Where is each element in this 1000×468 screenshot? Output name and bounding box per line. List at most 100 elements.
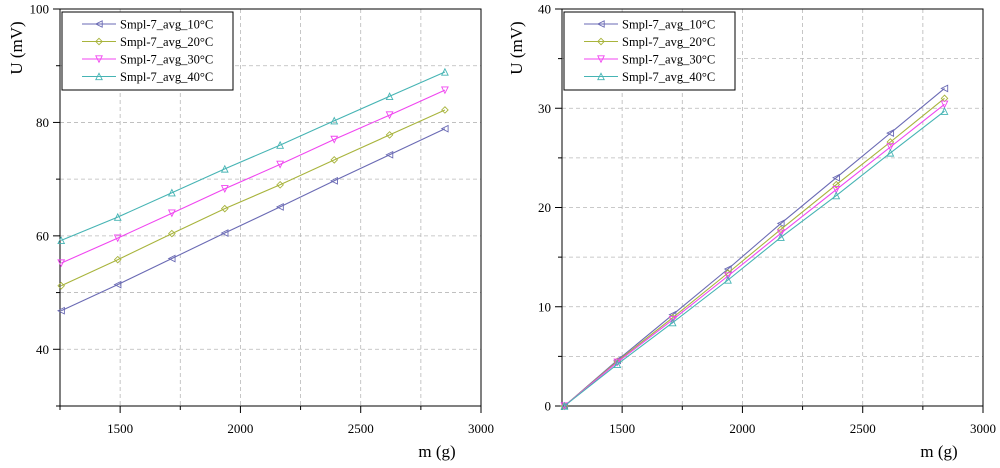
data-point	[832, 191, 841, 200]
data-point	[440, 86, 449, 95]
data-point	[776, 229, 785, 238]
legend-marker	[597, 72, 605, 81]
x-axis: 1500 2000 2500 3000	[561, 406, 996, 436]
data-point	[220, 204, 229, 213]
data-point	[723, 265, 732, 273]
x-axis-title: m (g)	[418, 442, 455, 461]
data-point	[832, 173, 840, 182]
data-point	[113, 212, 122, 221]
legend-item: Smpl-7_avg_10°C	[82, 17, 213, 31]
data-point	[276, 180, 284, 189]
data-point	[724, 272, 732, 281]
data-point	[330, 156, 339, 164]
legend-item: Smpl-7_avg_10°C	[584, 17, 715, 31]
data-point	[113, 234, 122, 243]
series-4	[560, 107, 949, 410]
legend-item: Smpl-7_avg_40°C	[82, 70, 213, 84]
data-point	[886, 148, 895, 157]
series-4	[57, 67, 449, 245]
legend-item: Smpl-7_avg_20°C	[584, 35, 715, 49]
data-point	[167, 209, 176, 218]
data-point	[886, 143, 895, 152]
x-tick-label: 3000	[970, 421, 996, 436]
series-2	[57, 106, 449, 290]
data-point	[113, 280, 122, 289]
series-3	[57, 86, 449, 268]
data-point	[385, 131, 394, 139]
data-point	[886, 129, 895, 137]
y-axis-title: U (mV)	[7, 21, 26, 74]
data-point	[56, 306, 65, 315]
data-point	[330, 135, 339, 144]
legend-label: Smpl-7_avg_40°C	[120, 70, 213, 84]
data-point	[57, 236, 66, 245]
x-tick-label: 1500	[107, 421, 133, 436]
x-tick-label: 3000	[468, 421, 494, 436]
data-point	[560, 401, 569, 410]
data-point	[886, 138, 895, 146]
y-tick-label: 100	[30, 2, 50, 17]
y-axis: 0 10 20 30 40	[538, 2, 562, 414]
data-point	[167, 188, 176, 197]
y-tick-label: 40	[538, 2, 551, 17]
legend-marker	[596, 20, 605, 28]
y-tick-label: 40	[36, 342, 49, 357]
data-point	[113, 255, 122, 264]
data-point	[777, 225, 785, 234]
y-tick-label: 80	[36, 115, 49, 130]
legend-label: Smpl-7_avg_30°C	[622, 52, 715, 66]
data-point	[832, 185, 841, 194]
data-point	[940, 107, 949, 115]
data-point	[441, 106, 449, 114]
data-point	[776, 233, 785, 241]
legend-marker	[597, 37, 605, 46]
series-line	[60, 89, 446, 264]
data-point	[275, 203, 284, 211]
series-line	[564, 87, 945, 407]
data-point	[668, 318, 677, 327]
data-point	[776, 219, 785, 228]
data-point	[330, 116, 339, 125]
legend: Smpl-7_avg_10°C Smpl-7_avg_20°C Smpl-7_avg…	[61, 11, 234, 91]
series-line	[60, 128, 446, 312]
legend: Smpl-7_avg_10°C Smpl-7_avg_20°C Smpl-7_avg…	[563, 11, 736, 91]
data-point	[385, 150, 394, 159]
legend-item: Smpl-7_avg_20°C	[82, 35, 213, 49]
legend-item: Smpl-7_avg_40°C	[584, 70, 715, 84]
data-point	[440, 124, 449, 133]
data-point	[940, 84, 949, 93]
data-point	[168, 229, 176, 238]
data-point	[220, 229, 229, 237]
data-point	[330, 176, 338, 185]
data-point	[668, 316, 677, 324]
legend-marker	[95, 72, 103, 81]
plot-frame	[59, 8, 482, 407]
y-tick-label: 30	[538, 101, 551, 116]
left-chart: 1500 2000 2500 3000 40 60 80 100 m (g) U (mV) Smpl…	[7, 2, 494, 462]
legend-label: Smpl-7_avg_10°C	[120, 17, 213, 31]
series-line	[564, 97, 945, 407]
data-point	[385, 111, 394, 120]
y-axis-title: U (mV)	[507, 21, 526, 74]
data-point	[167, 254, 176, 263]
data-point	[613, 358, 622, 367]
y-tick-label: 0	[545, 399, 552, 414]
data-point	[220, 164, 229, 173]
data-point	[613, 360, 622, 368]
x-axis: 1500 2000 2500 3000	[59, 406, 494, 436]
y-axis: 40 60 80 100	[30, 2, 60, 407]
series-line	[60, 109, 446, 287]
legend-marker	[94, 20, 103, 28]
y-tick-label: 20	[538, 200, 551, 215]
legend-label: Smpl-7_avg_20°C	[120, 35, 213, 49]
series-line	[564, 103, 945, 407]
data-point	[220, 185, 229, 193]
data-point	[276, 140, 285, 149]
legend-label: Smpl-7_avg_10°C	[622, 17, 715, 31]
series-line	[564, 110, 945, 407]
data-point	[276, 160, 285, 169]
series-line	[60, 71, 446, 241]
y-tick-label: 10	[538, 299, 551, 314]
data-point	[724, 275, 732, 284]
x-tick-label: 2000	[227, 421, 253, 436]
